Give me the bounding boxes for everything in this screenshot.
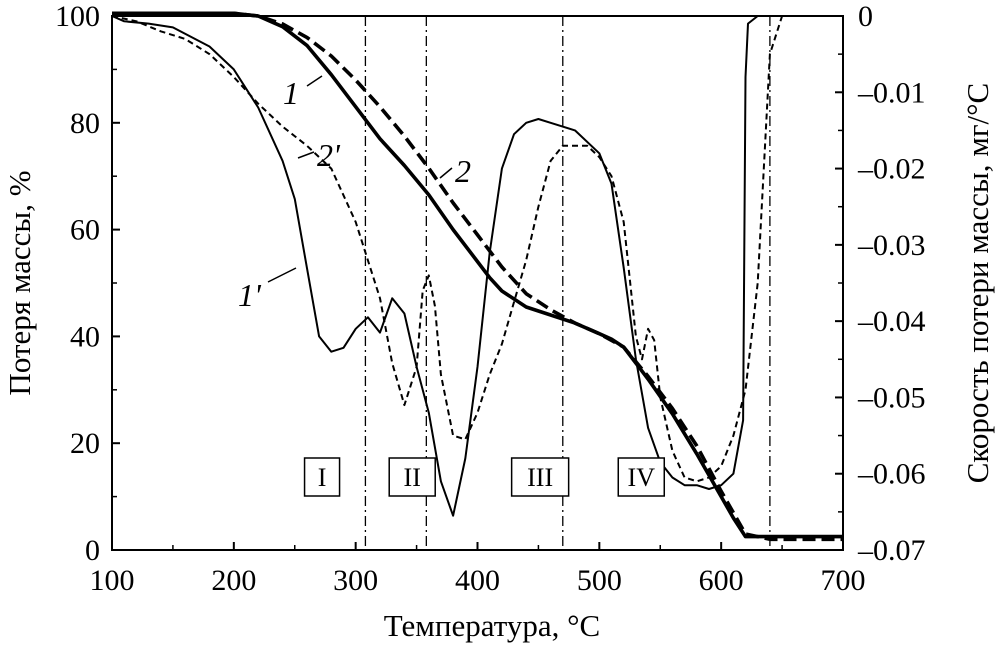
x-tick-label: 100 [90, 564, 135, 597]
y-right-tick-label: –0.06 [857, 458, 926, 491]
curve-label-2: 2 [455, 153, 471, 189]
y-right-tick-label: –0.02 [857, 153, 926, 186]
y-left-tick-label: 100 [55, 0, 100, 33]
dtg-curve-2-prime [111, 15, 843, 483]
tg-curve-2 [112, 11, 843, 542]
y-right-tick-label: –0.01 [857, 76, 926, 109]
stage-label: I [318, 463, 327, 492]
y-right-tick-label: –0.03 [857, 229, 926, 262]
y-right-tick-label: –0.04 [857, 305, 926, 338]
y-axis-left-title: Потеря массы, % [2, 170, 37, 395]
y-left-tick-label: 80 [70, 107, 100, 140]
tg-curve-1 [112, 11, 843, 539]
curve-label-leader [297, 151, 315, 159]
curve-label-leaders [267, 75, 453, 283]
y-left-tick-label: 20 [70, 427, 100, 460]
curve-label-1: 1 [283, 75, 299, 111]
y-left-tick-label: 0 [85, 534, 100, 567]
stage-label: IV [628, 463, 656, 492]
series-curves [111, 11, 843, 542]
stage-box [388, 457, 436, 497]
stage-box [617, 457, 666, 497]
y-right-tick-label: –0.05 [857, 381, 926, 414]
x-tick-label: 200 [211, 564, 256, 597]
y-axis-right-title: Скорость потери массы, мг/°C [960, 83, 995, 484]
y-left-tick-label: 40 [70, 320, 100, 353]
curve-label-2-prime: 2' [317, 137, 341, 173]
y-right-tick-label: –0.07 [857, 534, 926, 567]
x-tick-label: 400 [455, 564, 500, 597]
x-tick-label: 600 [699, 564, 744, 597]
x-tick-label: 300 [333, 564, 378, 597]
curve-label-leader [306, 75, 323, 87]
stage-box [510, 457, 570, 497]
y-right-tick-label: 0 [858, 0, 873, 33]
curve-label-1-prime: 1' [238, 277, 262, 313]
stage-labels: I II III IV [303, 457, 666, 497]
x-axis-title: Температура, °C [384, 608, 600, 643]
stage-label: III [527, 463, 553, 492]
dtg-curve-1-prime [111, 15, 843, 517]
x-tick-label: 500 [577, 564, 622, 597]
stage-label: II [404, 463, 421, 492]
curve-label-leader [267, 267, 297, 283]
x-tick-label: 700 [821, 564, 866, 597]
y-left-tick-label: 60 [70, 214, 100, 247]
curve-label-leader [439, 167, 453, 179]
stage-box [303, 457, 341, 497]
